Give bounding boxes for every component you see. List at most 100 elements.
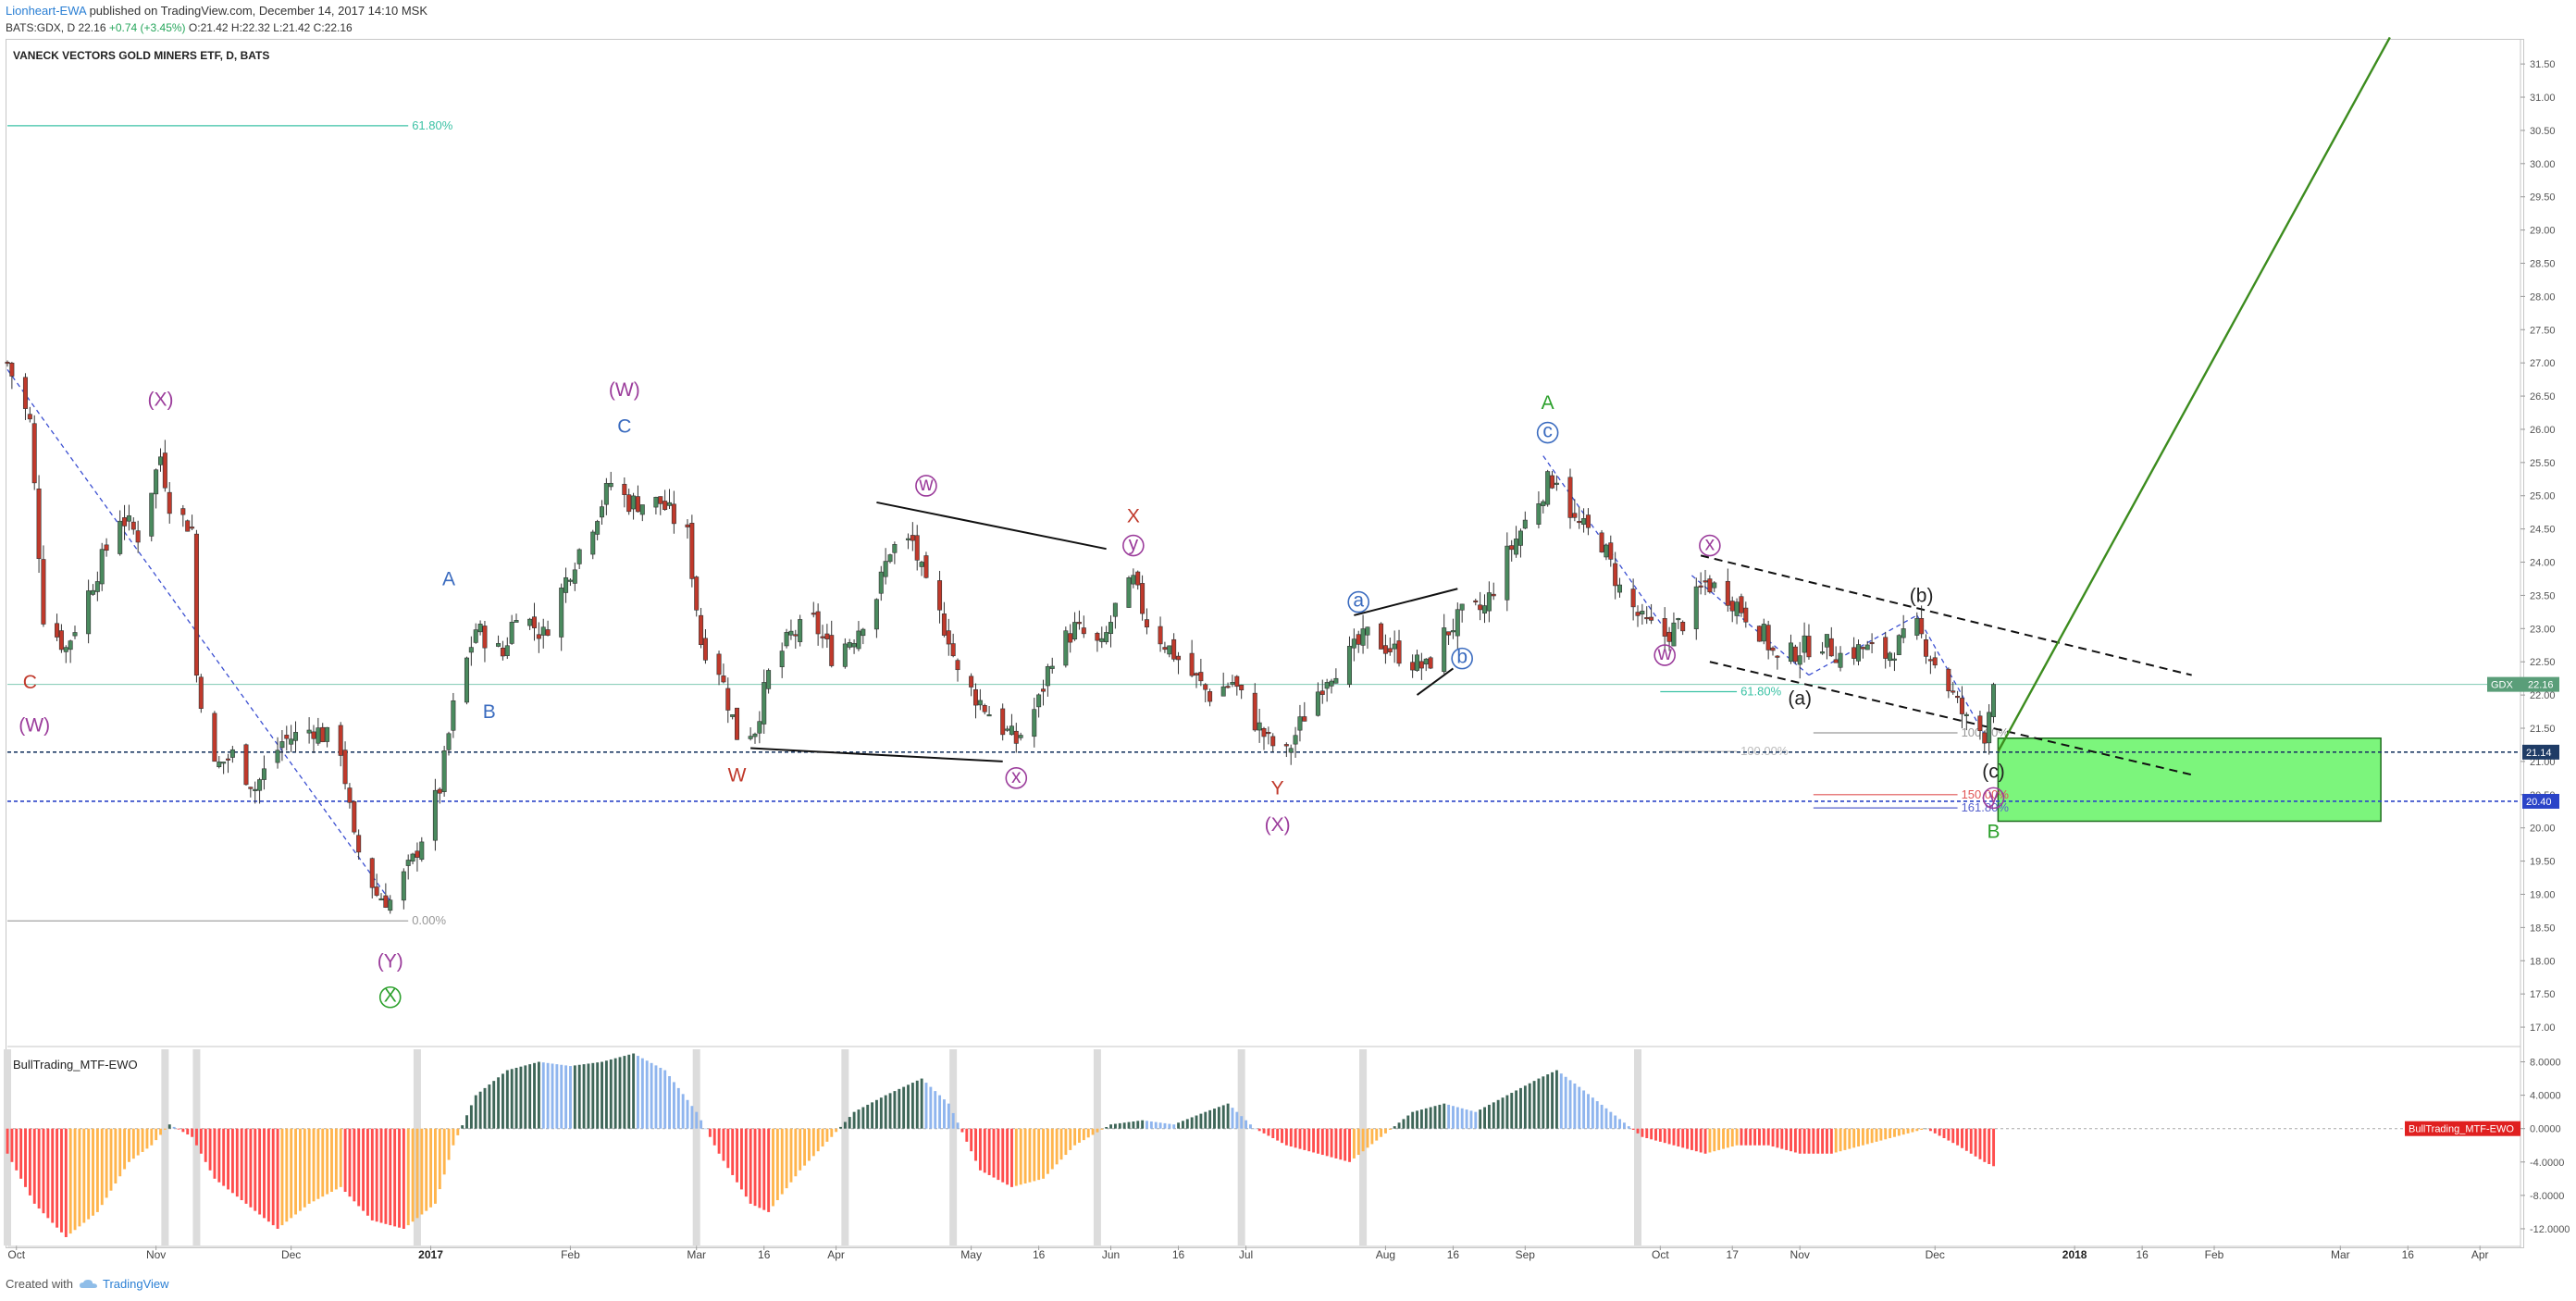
ewo-bar [717,1128,721,1154]
ewo-bar [843,1121,847,1129]
candle-body [892,544,898,553]
ewo-bar [736,1128,739,1183]
trend-line [1700,554,2192,676]
candle-body [590,531,596,555]
ewo-bar [1406,1115,1410,1129]
trend-line [1808,614,1918,676]
ewo-bar [861,1107,865,1129]
candle-body [135,530,141,543]
ewo-bar [839,1126,842,1129]
tradingview-logo[interactable]: TradingView [79,1277,169,1291]
wave-label: C [23,672,37,693]
candle-body [1144,619,1149,627]
x-tick-label: Sep [1516,1248,1536,1261]
candle-body [905,538,910,540]
ewo-bar [429,1128,433,1208]
candle-body [261,768,266,780]
y-tick-label: 19.50 [2530,857,2556,868]
candle-body [1104,632,1109,643]
candle-body [118,520,123,554]
candle-body [63,647,68,652]
candle-body [982,705,987,712]
candle-body [1297,716,1303,731]
ewo-bar [271,1128,275,1226]
candle-body [405,860,411,866]
candle-body [1009,725,1014,736]
ewo-bar [1978,1128,1982,1159]
ewo-bar [150,1128,154,1146]
candle-body [293,732,299,741]
candle-body [1955,695,1961,699]
candle-body [1951,690,1956,693]
ewo-bar [353,1128,356,1202]
ewo-bar [1826,1128,1828,1154]
candle-body [559,588,564,638]
wave-label-circle [1122,534,1145,557]
candle-body [1869,641,1875,645]
candle-body [798,619,803,642]
ewo-bar [217,1128,221,1183]
candle-body [1585,514,1591,528]
ind-tick-label: 8.0000 [2530,1058,2561,1069]
wave-label-circle [1005,767,1028,789]
ewo-bar [1942,1128,1946,1139]
candle-body [1927,659,1933,662]
ewo-bar [659,1067,663,1129]
wave-label: b [1456,647,1468,668]
ewo-bar [1681,1128,1685,1148]
ewo-bar [1158,1122,1162,1129]
candle-body [320,726,326,743]
candle-body [1577,520,1582,524]
candle-body [626,494,632,513]
level-tag [2522,793,2559,809]
candle-body [536,634,541,639]
y-tick-label: 28.50 [2530,258,2556,269]
trend-line [1416,667,1455,696]
ewo-bar [1312,1128,1316,1153]
candle-body [1189,652,1195,676]
y-tick-label: 29.50 [2530,192,2556,204]
candle-body [923,555,929,578]
session-bar [161,1049,169,1245]
candle-body [766,670,772,689]
candle-body [1536,503,1542,525]
candle-body [94,581,100,592]
candle-body [41,559,46,625]
ewo-bar [1897,1128,1901,1136]
ewo-bar [1654,1128,1657,1141]
candle-body [1194,673,1199,675]
candle-body [820,636,825,638]
ewo-bar [1964,1128,1968,1151]
candle-body [977,700,983,706]
ewo-bar [280,1128,284,1226]
ewo-bar [195,1128,198,1146]
candle-body [1581,518,1587,526]
ewo-bar [68,1128,72,1234]
ewo-bar [1303,1128,1307,1150]
candle-body [1491,593,1496,597]
ewo-bar [1105,1127,1108,1129]
ewo-bar [1947,1128,1951,1141]
candle-body [55,623,60,638]
ewo-bar [1132,1121,1135,1129]
ewo-bar [330,1128,333,1193]
trend-line [876,501,1107,551]
ewo-bar [384,1128,388,1224]
ewo-bar [1402,1119,1406,1129]
ewo-bar [1455,1107,1459,1129]
candle-body [1649,616,1654,621]
ewo-bar [51,1128,55,1223]
ewo-bar [1564,1076,1567,1129]
wave-label: (X) [147,390,173,411]
author-link[interactable]: Lionheart-EWA [6,4,86,18]
ewo-bar [290,1128,293,1219]
candle-body [1644,617,1650,620]
ewo-bar [95,1128,99,1212]
candle-body [1329,680,1334,687]
ewo-bar [1073,1128,1077,1146]
ewo-bar [442,1128,446,1175]
candle-body [969,675,974,688]
ewo-bar [1753,1128,1757,1146]
ewo-bar [1064,1128,1068,1156]
